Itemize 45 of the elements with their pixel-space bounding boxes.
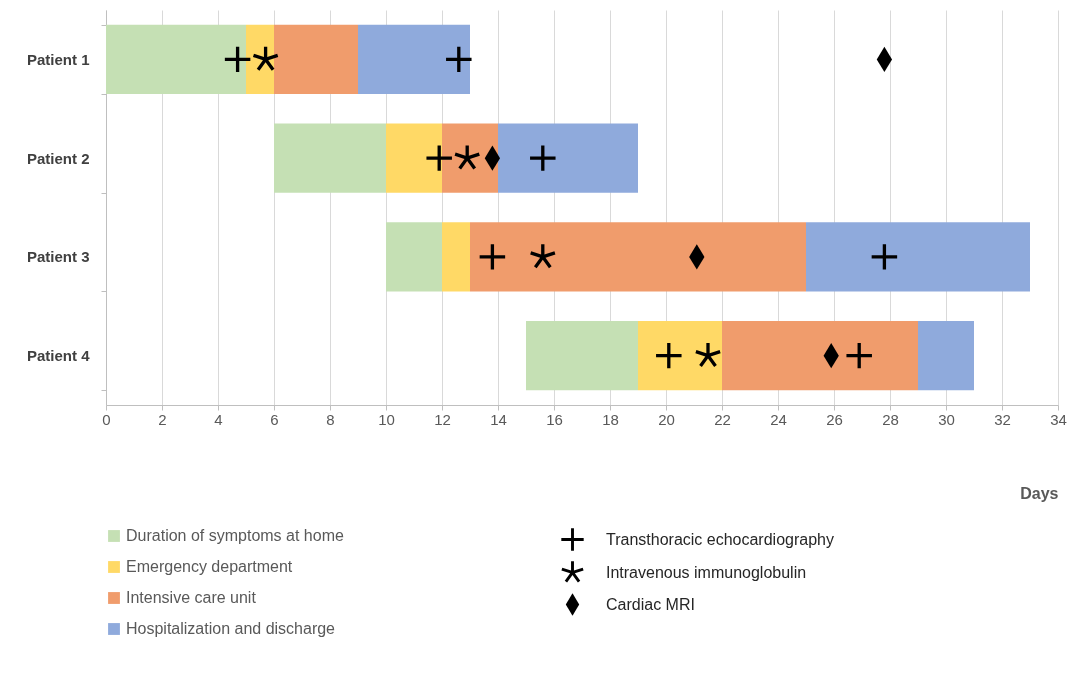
y-tick-label: Patient 2: [26, 149, 90, 167]
x-tick-label: 14: [490, 410, 507, 428]
bar: [274, 123, 386, 193]
legend-label: Intravenous immunoglobulin: [606, 563, 807, 581]
x-tick-label: 12: [434, 410, 451, 428]
bar: [918, 321, 974, 391]
y-tick-label: Patient 1: [26, 50, 90, 68]
x-tick-label: 24: [770, 410, 787, 428]
bar: [442, 222, 470, 292]
bar: [470, 222, 806, 292]
legend-label: Emergency department: [126, 558, 293, 575]
x-tick-label: 6: [270, 410, 279, 428]
bar: [386, 222, 442, 292]
x-tick-label: 20: [658, 410, 675, 428]
legend-label: Transthoracic echocardiography: [606, 530, 834, 548]
bar: [386, 123, 442, 193]
x-tick-label: 22: [714, 410, 731, 428]
x-tick-label: 10: [378, 410, 395, 428]
x-tick-label: 0: [102, 410, 111, 428]
legend-label: Cardiac MRI: [606, 595, 695, 613]
legend-label: Intensive care unit: [126, 589, 257, 606]
y-tick-label: Patient 3: [26, 248, 90, 266]
x-tick-label: 32: [994, 410, 1011, 428]
bar: [358, 24, 470, 94]
x-tick-label: 4: [214, 410, 223, 428]
x-tick-label: 26: [826, 410, 843, 428]
bar: [498, 123, 638, 193]
y-tick-label: Patient 4: [26, 347, 91, 365]
bar: [722, 321, 918, 391]
legend-label: Duration of symptoms at home: [126, 527, 344, 544]
bar: [806, 222, 1030, 292]
x-axis-title: Days: [1020, 484, 1059, 502]
bar: [274, 24, 358, 94]
legend-label: Hospitalization and discharge: [126, 620, 336, 637]
bar: [526, 321, 638, 391]
x-tick-label: 2: [158, 410, 167, 428]
x-tick-label: 28: [882, 410, 899, 428]
x-tick-label: 18: [602, 410, 619, 428]
x-tick-label: 8: [326, 410, 335, 428]
x-tick-label: 16: [546, 410, 563, 428]
x-tick-label: 30: [938, 410, 955, 428]
bar: [638, 321, 722, 391]
x-tick-label: 34: [1050, 410, 1067, 428]
bar: [246, 24, 274, 94]
bar: [106, 24, 246, 94]
